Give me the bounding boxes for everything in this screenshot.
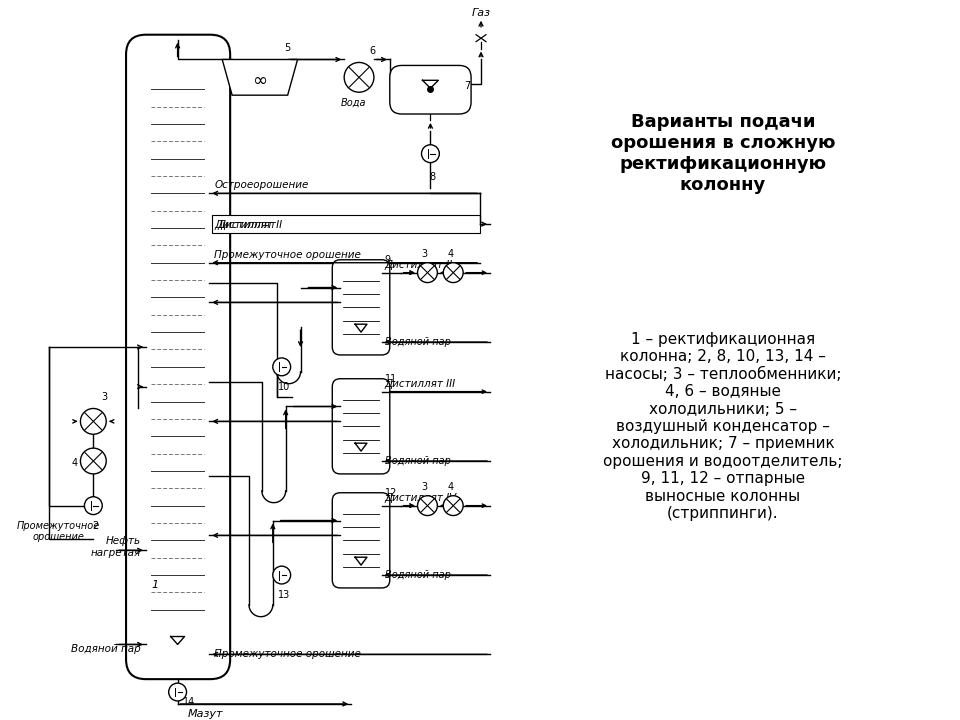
Text: 1: 1 [152, 580, 159, 590]
Text: 3: 3 [421, 482, 427, 492]
Circle shape [418, 263, 438, 282]
Text: 3: 3 [101, 392, 108, 402]
FancyBboxPatch shape [332, 260, 390, 355]
FancyBboxPatch shape [332, 492, 390, 588]
Text: Водяной пар: Водяной пар [71, 644, 141, 654]
Text: 12: 12 [385, 487, 397, 498]
Text: Дистиллят I: Дистиллят I [214, 220, 279, 230]
FancyBboxPatch shape [332, 379, 390, 474]
Text: 10: 10 [277, 382, 290, 392]
Text: 11: 11 [385, 374, 397, 384]
Text: Вода: Вода [341, 97, 366, 107]
Text: 6: 6 [369, 45, 375, 55]
FancyBboxPatch shape [126, 35, 230, 679]
Circle shape [81, 408, 107, 434]
Text: Дистиллят I: Дистиллят I [217, 220, 282, 230]
Text: 4: 4 [71, 458, 78, 468]
Circle shape [444, 263, 463, 282]
Text: 2: 2 [92, 521, 99, 531]
Circle shape [84, 497, 103, 515]
Text: 1 – ректификационная
колонна; 2, 8, 10, 13, 14 –
насосы; 3 – теплообменники;
4, : 1 – ректификационная колонна; 2, 8, 10, … [603, 332, 843, 521]
Circle shape [273, 566, 291, 584]
Circle shape [273, 358, 291, 376]
Text: 3: 3 [421, 249, 427, 258]
Text: Водяной пар: Водяной пар [385, 570, 450, 580]
FancyBboxPatch shape [390, 66, 471, 114]
Text: Промежуточное
орошение: Промежуточное орошение [17, 521, 100, 542]
Text: Варианты подачи
орошения в сложную
ректификационную
колонну: Варианты подачи орошения в сложную ректи… [611, 114, 835, 194]
Text: 4: 4 [447, 482, 453, 492]
Text: 7: 7 [464, 81, 470, 91]
Text: $\infty$: $\infty$ [252, 71, 268, 89]
Text: Дистиллят III: Дистиллят III [385, 379, 456, 389]
Text: Дистиллят IV: Дистиллят IV [385, 492, 457, 503]
Text: 9: 9 [385, 255, 391, 265]
Circle shape [421, 145, 440, 163]
Text: Промежуточное орошение: Промежуточное орошение [214, 250, 361, 260]
Text: 14: 14 [182, 697, 195, 707]
Text: Дистиллят II: Дистиллят II [385, 260, 453, 270]
Circle shape [169, 683, 186, 701]
Text: 5: 5 [285, 42, 291, 53]
Text: Промежуточное орошение: Промежуточное орошение [214, 649, 361, 660]
Text: Остроеорошение: Остроеорошение [214, 181, 309, 190]
Text: Мазут: Мазут [187, 709, 223, 719]
Polygon shape [222, 60, 298, 95]
Text: Газ: Газ [471, 8, 491, 18]
Bar [212, 215, 480, 233]
Text: 13: 13 [277, 590, 290, 600]
Text: 4: 4 [447, 249, 453, 258]
Text: 8: 8 [429, 171, 436, 181]
Text: Водяной пар: Водяной пар [385, 456, 450, 466]
Text: Водяной пар: Водяной пар [385, 337, 450, 347]
Circle shape [345, 63, 373, 92]
Circle shape [81, 448, 107, 474]
Circle shape [444, 496, 463, 516]
Text: Нефть
нагретая: Нефть нагретая [90, 536, 141, 558]
Circle shape [418, 496, 438, 516]
